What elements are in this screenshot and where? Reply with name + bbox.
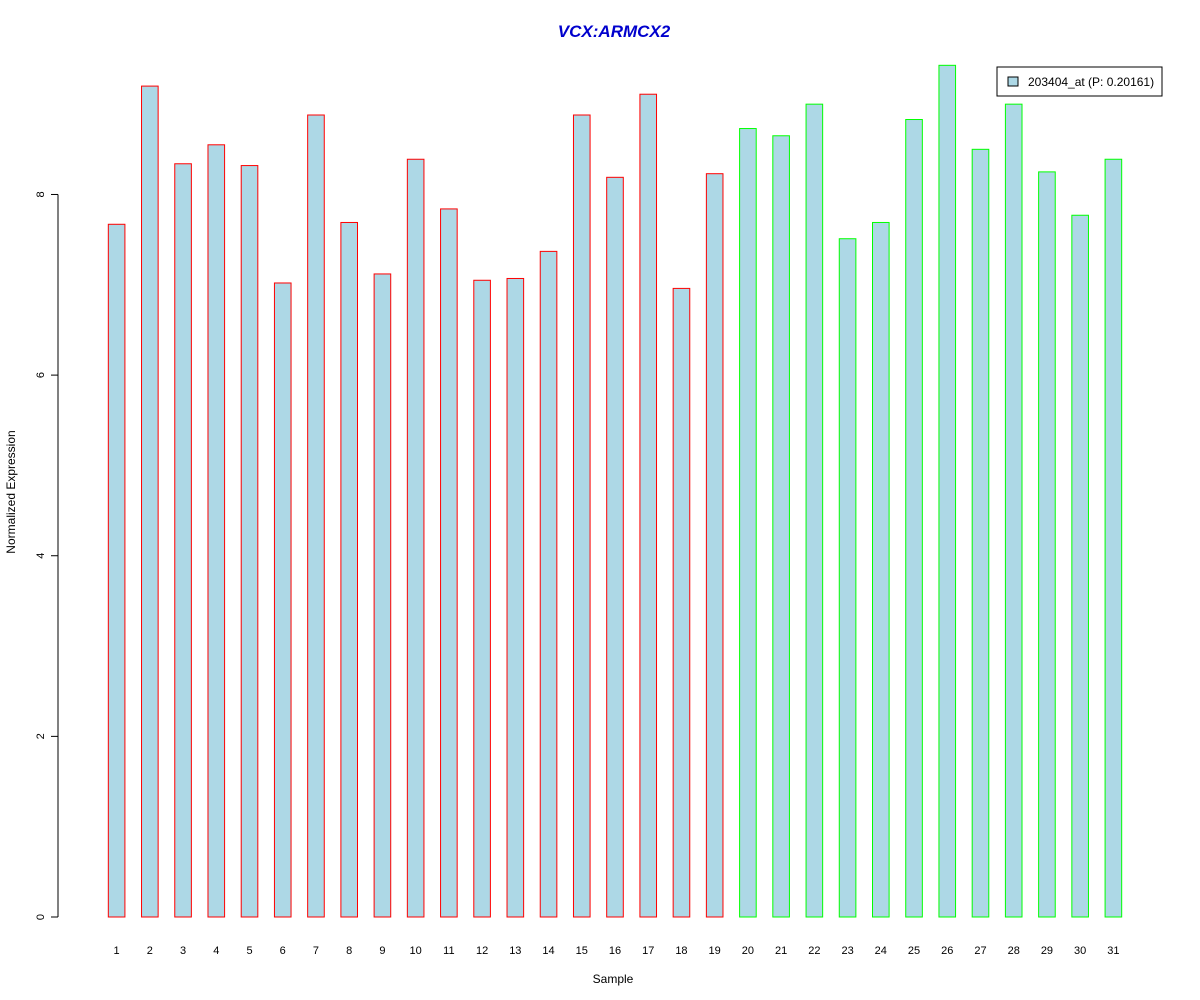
bar-sample-22 (805, 103, 824, 918)
y-axis-title: Normalized Expression (4, 430, 18, 553)
bar-sample-14 (539, 250, 558, 918)
x-tick-label: 20 (742, 945, 754, 957)
bar-sample-10 (406, 158, 425, 918)
x-tick-label: 23 (841, 945, 853, 957)
x-tick-labels: 1 2 3 4 5 6 7 8 9 10 11 12 13 14 15 16 17 18 19 20 21 22 23 24 2… (114, 945, 1120, 957)
x-axis-title: Sample (593, 972, 634, 986)
x-tick-label: 8 (346, 945, 352, 957)
bar-sample-26 (938, 64, 957, 918)
x-tick-label: 28 (1008, 945, 1020, 957)
y-tick-label: 2 (35, 733, 47, 739)
y-tick-label: 4 (35, 553, 47, 559)
y-tick-label: 0 (35, 914, 47, 920)
bar-sample-3 (174, 163, 192, 918)
x-tick-label: 15 (576, 945, 588, 957)
bar-sample-20 (739, 128, 757, 918)
legend-box (996, 66, 1163, 97)
bar-sample-15 (572, 114, 591, 918)
x-tick-label: 9 (379, 945, 385, 957)
x-tick-label: 17 (642, 945, 654, 957)
x-tick-label: 14 (542, 945, 554, 957)
bars-group (107, 64, 1123, 918)
x-tick-label: 13 (509, 945, 521, 957)
x-tick-label: 31 (1107, 945, 1119, 957)
bar-sample-24 (872, 221, 890, 918)
bar-sample-12 (473, 279, 491, 918)
bar-sample-6 (273, 282, 292, 918)
x-tick-label: 2 (147, 945, 153, 957)
bar-sample-5 (240, 165, 259, 918)
bar-sample-17 (639, 93, 658, 918)
chart-title: VCX:ARMCX2 (558, 22, 671, 41)
x-tick-label: 6 (280, 945, 286, 957)
x-tick-label: 24 (875, 945, 887, 957)
x-tick-label: 29 (1041, 945, 1053, 957)
x-tick-label: 30 (1074, 945, 1086, 957)
legend: 203404_at (P: 0.20161) (996, 66, 1163, 97)
bar-sample-11 (440, 208, 458, 918)
x-tick-label: 25 (908, 945, 920, 957)
x-tick-label: 16 (609, 945, 621, 957)
x-tick-label: 10 (410, 945, 422, 957)
x-tick-label: 5 (246, 945, 252, 957)
bar-sample-29 (1038, 171, 1056, 918)
bar-sample-18 (672, 287, 691, 918)
bar-sample-9 (373, 273, 392, 918)
legend-label: 203404_at (P: 0.20161) (1028, 75, 1154, 89)
x-tick-label: 4 (213, 945, 219, 957)
x-tick-label: 26 (941, 945, 953, 957)
x-tick-label: 27 (974, 945, 986, 957)
y-tick-label: 6 (35, 372, 47, 378)
bar-sample-16 (606, 176, 624, 918)
bar-sample-23 (838, 238, 857, 918)
bar-sample-19 (705, 173, 724, 918)
bar-sample-27 (971, 148, 990, 918)
bar-sample-31 (1104, 158, 1123, 918)
y-axis: 0 2 4 6 8 (35, 191, 59, 920)
bar-sample-1 (107, 223, 126, 918)
bar-sample-21 (772, 135, 790, 918)
x-tick-label: 12 (476, 945, 488, 957)
bar-sample-30 (1071, 214, 1089, 918)
bar-sample-8 (340, 221, 359, 918)
legend-swatch (1007, 76, 1019, 87)
x-tick-label: 3 (180, 945, 186, 957)
x-tick-label: 7 (313, 945, 319, 957)
bar-sample-2 (141, 85, 159, 918)
bar-sample-28 (1004, 103, 1023, 918)
bar-sample-25 (905, 119, 923, 918)
x-tick-label: 11 (443, 945, 454, 957)
bar-sample-4 (207, 144, 226, 918)
x-tick-label: 22 (808, 945, 820, 957)
x-tick-label: 19 (709, 945, 721, 957)
bar-sample-7 (307, 114, 325, 918)
y-tick-label: 8 (35, 191, 47, 197)
x-tick-label: 18 (675, 945, 687, 957)
x-tick-label: 21 (775, 945, 787, 957)
bar-sample-13 (506, 277, 525, 918)
x-tick-label: 1 (114, 945, 120, 957)
